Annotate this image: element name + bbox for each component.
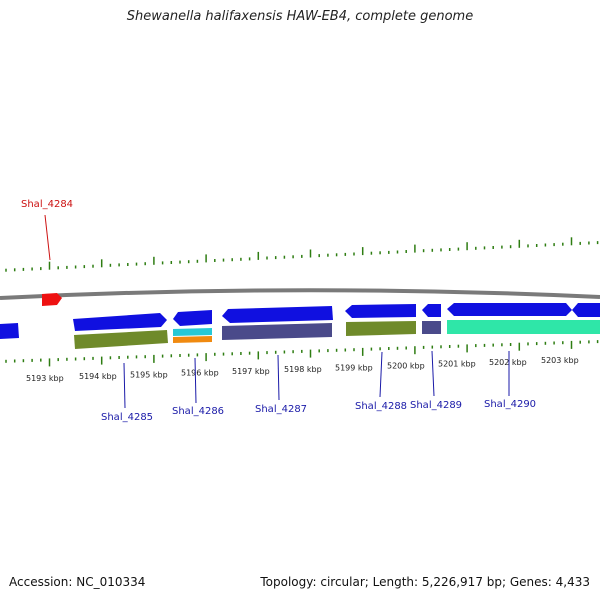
scale-label: 5196 kbp: [181, 369, 219, 378]
gene-arrow-shal4286[interactable]: [173, 310, 212, 326]
lower-scale-ticks: [5, 340, 599, 367]
scale-label: 5202 kbp: [489, 358, 527, 367]
cog-bar-shal4286-orange: [173, 336, 212, 343]
topology-summary: Topology: circular; Length: 5,226,917 bp…: [260, 575, 590, 589]
gene-arrow-shal4287[interactable]: [222, 306, 333, 323]
gene-label-shal4290[interactable]: Shal_4290: [484, 399, 536, 410]
cog-bar-shal4285: [74, 330, 168, 349]
scale-label: 5200 kbp: [387, 362, 425, 371]
feature-shal4284[interactable]: [42, 293, 62, 306]
gene-arrow-shal4288[interactable]: [345, 304, 416, 318]
scale-labels: 5193 kbp 5194 kbp 5195 kbp 5196 kbp 5197 kbp…: [26, 356, 579, 383]
gene-label-shal4289[interactable]: Shal_4289: [410, 400, 462, 411]
scale-label: 5201 kbp: [438, 360, 476, 369]
leader-shal4285: [123, 362, 126, 409]
genome-backbone: [0, 288, 600, 300]
gene-label-shal4285[interactable]: Shal_4285: [101, 412, 153, 423]
gene-arrow-shal4290[interactable]: [447, 303, 572, 316]
cog-bar-shal4290: [447, 320, 600, 334]
cog-bar-shal4289: [422, 321, 441, 334]
cog-bar-shal4287: [222, 323, 332, 340]
scale-label: 5198 kbp: [284, 365, 322, 374]
map-title: Shewanella halifaxensis HAW-EB4, complet…: [126, 9, 474, 24]
scale-label: 5199 kbp: [335, 363, 373, 372]
upper-scale-ticks: [5, 237, 599, 272]
leader-shal4289: [431, 350, 435, 397]
accession-text: Accession: NC_010334: [9, 575, 146, 589]
gene-arrow-shal4285[interactable]: [73, 313, 167, 331]
gene-label-shal4287[interactable]: Shal_4287: [255, 404, 307, 415]
scale-label: 5197 kbp: [232, 367, 270, 376]
leader-shal4286: [194, 357, 197, 404]
leader-shal4287: [277, 354, 280, 401]
leader-shal4288: [379, 351, 383, 398]
gene-label-shal4288[interactable]: Shal_4288: [355, 401, 407, 412]
gene-arrow-shal4289[interactable]: [422, 304, 441, 317]
gene-arrow-right-edge[interactable]: [572, 303, 600, 317]
gene-label-shal4286[interactable]: Shal_4286: [172, 406, 224, 417]
label-leaders: [44, 214, 510, 409]
scale-label: 5194 kbp: [79, 372, 117, 381]
leader-shal4284: [44, 214, 51, 261]
gene-label-shal4284[interactable]: Shal_4284: [21, 199, 73, 210]
scale-label: 5195 kbp: [130, 370, 168, 379]
gene-arrow-left-edge[interactable]: [0, 323, 19, 339]
cog-bar-shal4286-cyan: [173, 328, 212, 336]
scale-label: 5203 kbp: [541, 356, 579, 365]
scale-label: 5193 kbp: [26, 374, 64, 383]
cog-bar-shal4288: [346, 321, 416, 336]
